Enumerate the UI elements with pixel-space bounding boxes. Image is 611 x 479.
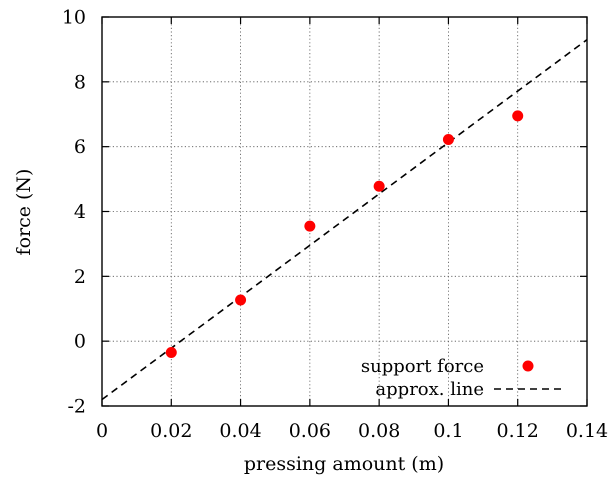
x-tick-label: 0.08 [358,420,400,442]
approx-line-layer [101,39,588,401]
support-force-points [165,110,524,359]
data-point [235,294,247,306]
grid [102,17,587,406]
data-point [165,347,177,359]
x-tick-label: 0 [96,420,108,442]
data-point [512,110,524,122]
y-tick-label: 2 [74,266,86,288]
data-point [373,180,385,192]
x-tick-label: 0.04 [219,420,261,442]
x-tick-label: 0.12 [497,420,539,442]
y-tick-label: 8 [74,71,86,93]
x-axis-label: pressing amount (m) [244,453,444,475]
x-tick-label: 0.02 [150,420,192,442]
data-point [442,134,454,146]
data-point [304,220,316,232]
y-axis-label: force (N) [13,169,35,256]
legend-label-support-force: support force [361,356,484,377]
x-tick-label: 0.1 [433,420,463,442]
x-tick-label: 0.06 [289,420,331,442]
legend-marker-support-force [522,360,534,372]
y-tick-label: 0 [74,331,86,353]
y-tick-label: 10 [62,7,86,29]
legend-label-approx-line: approx. line [375,379,484,400]
y-tick-label: 6 [74,136,86,158]
approx-line [101,39,588,401]
axis-ticks: 0 0.02 0.04 0.06 0.08 0.1 0.12 0.14 -2 0 2 4 6 8 10 [62,7,608,443]
y-tick-label: -2 [67,396,86,418]
x-tick-label: 0.14 [566,420,608,442]
y-tick-label: 4 [74,201,86,223]
